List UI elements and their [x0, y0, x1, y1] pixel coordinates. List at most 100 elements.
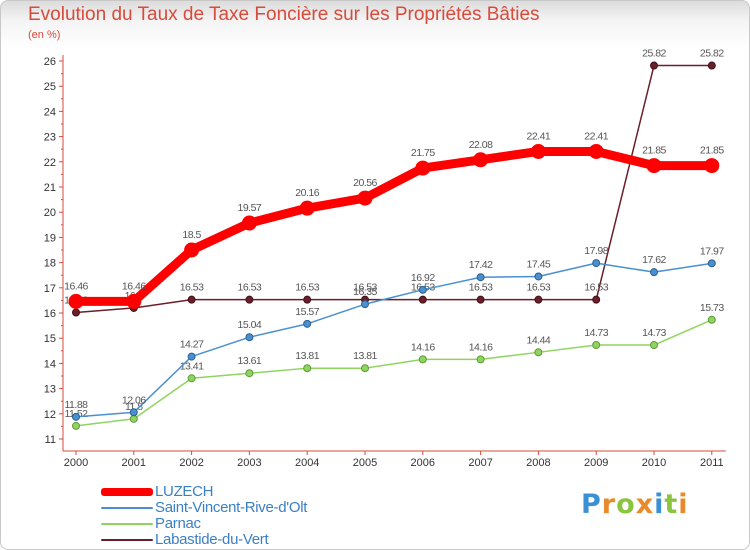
legend-label: Saint-Vincent-Rive-d'Olt — [155, 499, 308, 516]
series-line-parnac — [75, 319, 713, 427]
data-point-labastide-du-vert — [650, 61, 658, 70]
data-point-luzech — [530, 143, 546, 159]
y-tick-label: 17 — [44, 283, 56, 295]
x-tick-label: 2000 — [64, 457, 88, 469]
data-point-luzech — [473, 152, 489, 168]
data-label-luzech: 21.85 — [642, 145, 666, 157]
data-point-parnac — [476, 355, 485, 364]
data-label-luzech: 20.16 — [295, 187, 319, 199]
data-point-parnac — [592, 341, 601, 350]
data-label-luzech: 16.46 — [122, 280, 146, 292]
data-point-labastide-du-vert — [245, 295, 254, 304]
data-point-saint-vincent-rive-d-olt — [592, 259, 601, 268]
data-label-luzech: 21.85 — [700, 145, 724, 157]
chart-title: Evolution du Taux de Taxe Foncière sur l… — [28, 4, 540, 25]
logo-letter: P — [581, 489, 602, 520]
x-tick-label: 2005 — [353, 457, 377, 469]
data-point-saint-vincent-rive-d-olt — [303, 319, 312, 328]
data-point-saint-vincent-rive-d-olt — [129, 408, 138, 417]
data-label-saint-vincent-rive-d-olt: 17.97 — [700, 245, 724, 257]
y-tick-label: 24 — [44, 106, 56, 118]
data-point-saint-vincent-rive-d-olt — [476, 273, 485, 282]
data-label-luzech: 22.41 — [527, 130, 551, 142]
data-label-saint-vincent-rive-d-olt: 17.45 — [527, 258, 551, 270]
data-point-luzech — [588, 143, 604, 159]
data-point-saint-vincent-rive-d-olt — [418, 285, 427, 294]
data-label-parnac: 11.8 — [125, 401, 143, 413]
y-tick-label: 21 — [44, 182, 56, 194]
data-label-saint-vincent-rive-d-olt: 17.98 — [584, 245, 608, 257]
x-tick-label: 2001 — [122, 457, 146, 469]
series-line-luzech — [76, 146, 712, 306]
data-label-labastide-du-vert: 16.53 — [527, 282, 551, 294]
data-label-saint-vincent-rive-d-olt: 17.62 — [642, 254, 666, 266]
data-label-parnac: 13.81 — [353, 350, 377, 362]
data-label-luzech: 21.75 — [411, 147, 435, 159]
y-tick-label: 26 — [44, 56, 56, 68]
data-label-parnac: 13.61 — [238, 355, 262, 367]
data-point-luzech — [299, 200, 315, 216]
data-label-luzech: 22.41 — [584, 130, 608, 142]
data-label-parnac: 14.73 — [584, 327, 608, 339]
data-point-luzech — [126, 293, 142, 309]
data-label-labastide-du-vert: 16.53 — [180, 282, 204, 294]
data-label-parnac: 13.81 — [295, 350, 319, 362]
data-label-labastide-du-vert: 16.53 — [295, 282, 319, 294]
x-tick-label: 2008 — [526, 457, 550, 469]
data-point-saint-vincent-rive-d-olt — [650, 268, 658, 277]
data-point-parnac — [187, 374, 196, 383]
data-label-saint-vincent-rive-d-olt: 15.04 — [238, 319, 262, 331]
logo-letter: i — [654, 489, 665, 520]
data-label-luzech: 22.08 — [469, 139, 493, 151]
logo-letter: o — [616, 489, 636, 520]
data-label-parnac: 15.73 — [700, 302, 724, 314]
data-point-labastide-du-vert — [187, 295, 196, 304]
x-tick-label: 2010 — [642, 457, 666, 469]
data-point-parnac — [650, 341, 658, 350]
y-tick-label: 14 — [44, 358, 56, 370]
logo-letter: i — [678, 489, 689, 520]
data-label-saint-vincent-rive-d-olt: 15.57 — [295, 306, 319, 318]
x-tick-label: 2004 — [295, 457, 319, 469]
data-point-labastide-du-vert — [303, 295, 312, 304]
legend-swatch — [101, 523, 153, 525]
logo-letter: r — [601, 489, 617, 520]
data-label-labastide-du-vert: 16.53 — [584, 282, 608, 294]
data-label-luzech: 18.5 — [182, 229, 201, 241]
y-tick-label: 16 — [44, 308, 56, 320]
chart-subtitle: (en %) — [28, 29, 61, 41]
data-label-saint-vincent-rive-d-olt: 17.42 — [469, 259, 493, 271]
data-point-saint-vincent-rive-d-olt — [534, 272, 543, 281]
data-point-parnac — [707, 315, 716, 324]
data-label-parnac: 14.73 — [642, 327, 666, 339]
data-label-labastide-du-vert: 16.53 — [469, 282, 493, 294]
data-point-parnac — [303, 364, 312, 373]
data-point-labastide-du-vert — [72, 308, 80, 317]
data-point-luzech — [68, 293, 84, 309]
y-tick-label: 19 — [44, 232, 56, 244]
y-tick-label: 13 — [44, 384, 56, 396]
data-point-labastide-du-vert — [418, 295, 427, 304]
data-point-parnac — [361, 364, 369, 373]
legend-label: LUZECH — [155, 483, 214, 500]
data-point-luzech — [704, 158, 720, 174]
y-tick-label: 23 — [44, 132, 56, 144]
y-tick-label: 22 — [44, 157, 56, 169]
data-point-saint-vincent-rive-d-olt — [187, 352, 196, 361]
data-label-saint-vincent-rive-d-olt: 16.35 — [353, 286, 377, 298]
x-tick-label: 2002 — [179, 457, 203, 469]
series-line-labastide-du-vert — [75, 64, 712, 314]
data-label-parnac: 14.16 — [411, 341, 435, 353]
data-label-saint-vincent-rive-d-olt: 16.92 — [411, 272, 435, 284]
y-tick-label: 12 — [44, 409, 56, 421]
data-label-luzech: 19.57 — [238, 202, 262, 214]
data-point-saint-vincent-rive-d-olt — [72, 412, 80, 421]
legend-label: Parnac — [155, 515, 201, 532]
y-tick-label: 25 — [44, 81, 56, 93]
data-label-saint-vincent-rive-d-olt: 14.27 — [180, 339, 204, 351]
data-label-labastide-du-vert: 25.82 — [700, 48, 724, 60]
legend-label: Labastide-du-Vert — [155, 531, 269, 548]
data-label-luzech: 16.46 — [64, 280, 88, 292]
